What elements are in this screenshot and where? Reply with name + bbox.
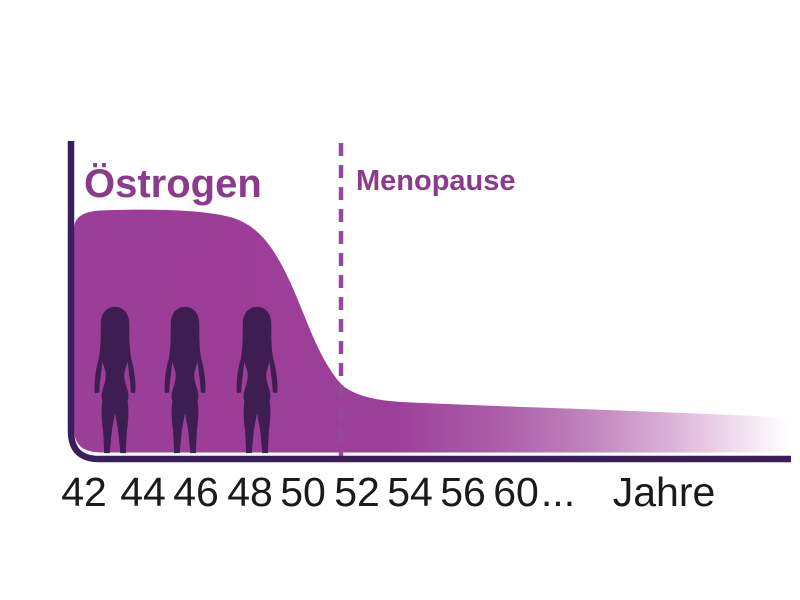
menopause-annotation-label: Menopause bbox=[356, 165, 516, 197]
x-tick-42: 42 bbox=[61, 469, 107, 515]
x-axis-unit-label: Jahre bbox=[613, 469, 716, 515]
x-tick-50: 50 bbox=[280, 469, 326, 515]
axes-line bbox=[67, 141, 791, 463]
x-tick-52: 52 bbox=[334, 469, 380, 515]
x-tick-46: 46 bbox=[173, 469, 219, 515]
x-tick-44: 44 bbox=[120, 469, 166, 515]
x-tick-54: 54 bbox=[387, 469, 433, 515]
x-axis-tick-labels: 42 44 46 48 50 52 54 56 60 ... Jahre bbox=[61, 469, 715, 515]
y-axis-label: Östrogen bbox=[84, 161, 262, 206]
x-tick-56: 56 bbox=[440, 469, 486, 515]
x-tick-60: 60 bbox=[493, 469, 539, 515]
x-tick-ellipsis: ... bbox=[541, 469, 575, 515]
x-tick-48: 48 bbox=[227, 469, 273, 515]
